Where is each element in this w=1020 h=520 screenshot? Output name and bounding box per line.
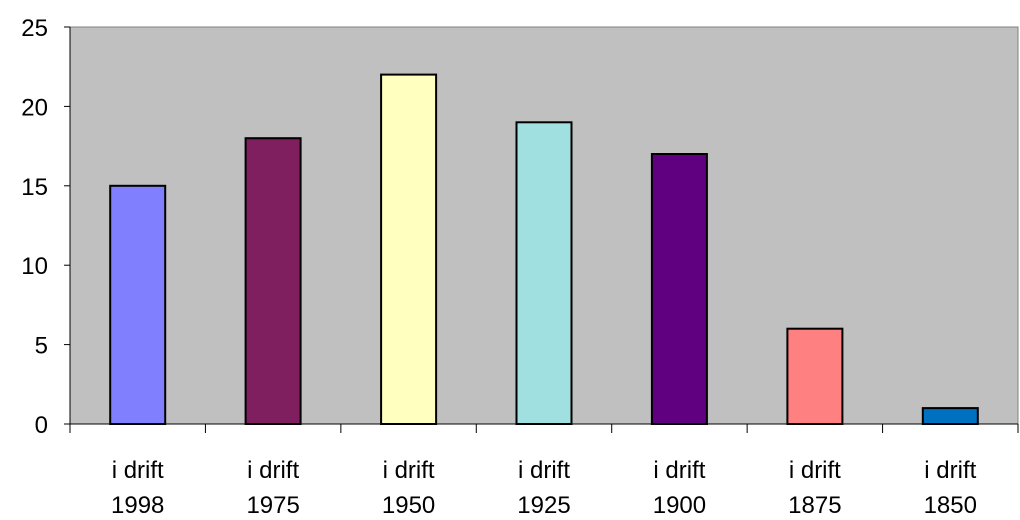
- y-tick-label-10: 10: [21, 253, 48, 280]
- x-category-label-1900: i drift 1900: [653, 457, 706, 519]
- x-category-label-1875: i drift 1875: [788, 457, 841, 519]
- y-tick-label-25: 25: [21, 15, 48, 42]
- y-tick-label-20: 20: [21, 94, 48, 121]
- y-tick-labels: 0 5 10 15 20 25: [21, 15, 48, 439]
- y-tick-label-15: 15: [21, 174, 48, 201]
- x-category-label-1998: i drift 1998: [111, 457, 164, 519]
- axes-group: [64, 26, 1019, 433]
- x-category-label-1950: i drift 1950: [382, 457, 435, 519]
- bar-1875: [786, 327, 844, 426]
- y-tick-label-5: 5: [35, 333, 48, 360]
- x-category-label-1850: i drift 1850: [924, 457, 977, 519]
- bars-group: [109, 73, 979, 426]
- x-category-label-1925: i drift 1925: [517, 457, 570, 519]
- bar-1998: [109, 184, 167, 425]
- x-category-label-1975: i drift 1975: [246, 457, 299, 519]
- bar-1925: [515, 121, 573, 426]
- bar-1950: [380, 73, 438, 425]
- x-category-labels: i drift 1998 i drift 1975 i drift 1950 i drift…: [111, 457, 977, 519]
- bar-1975: [244, 137, 302, 425]
- y-tick-label-0: 0: [35, 412, 48, 439]
- bar-1850: [921, 407, 979, 426]
- bar-1900: [650, 153, 708, 425]
